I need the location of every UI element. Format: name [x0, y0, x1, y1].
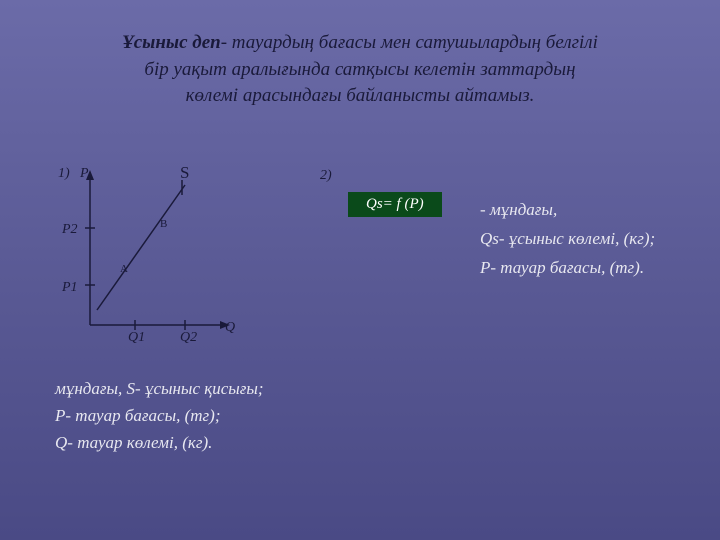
p2-label: P2: [62, 222, 78, 238]
bottom-block: мұндағы, S- ұсыныс қисығы; P- тауар баға…: [55, 375, 264, 457]
marker-2: 2): [320, 168, 332, 184]
explanation-block: - мұндағы, Qs- ұсыныс көлемі, (кг); P- т…: [480, 196, 655, 283]
p1-label: P1: [62, 280, 78, 296]
title-l1b: - тауардың бағасы мен сатушылардың белгі…: [221, 32, 598, 53]
marker-1: 1): [58, 166, 70, 182]
exp-line1: - мұндағы,: [480, 196, 655, 225]
title-l3: көлемі арасындағы байланысты айтамыз.: [186, 85, 535, 106]
formula-box: Qs= f (P): [348, 192, 442, 217]
bot-line1: мұндағы, S- ұсыныс қисығы;: [55, 375, 264, 402]
exp-line2: Qs- ұсыныс көлемі, (кг);: [480, 225, 655, 254]
x-arrow: [220, 321, 230, 329]
y-arrow: [86, 170, 94, 180]
bot-line3: Q- тауар көлемі, (кг).: [55, 429, 264, 456]
supply-line: [97, 185, 185, 310]
title-l2: бір уақыт аралығында сатқысы келетін зат…: [144, 59, 575, 80]
supply-chart: [85, 170, 245, 340]
exp-line3: P- тауар бағасы, (тг).: [480, 254, 655, 283]
slide-title: Ұсыныс деп- тауардың бағасы мен сатушыла…: [80, 30, 640, 110]
title-bold: Ұсыныс деп: [122, 32, 221, 53]
bot-line2: P- тауар бағасы, (тг);: [55, 402, 264, 429]
